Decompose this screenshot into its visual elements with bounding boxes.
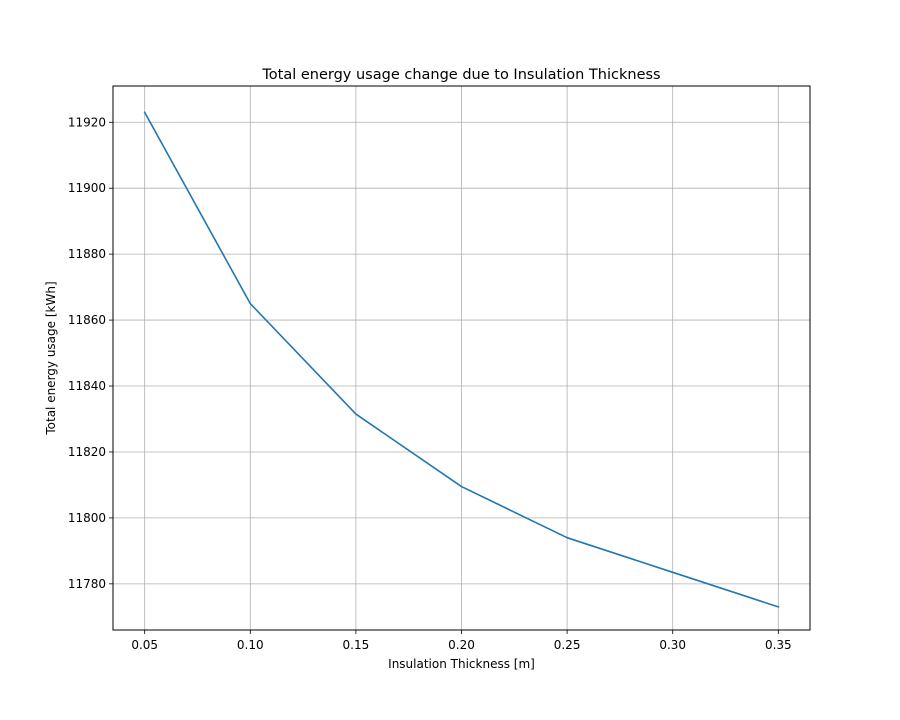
y-tick-label: 11900 [68, 181, 106, 195]
y-axis-ticks: 11780 11800 11820 11840 11860 11880 11900 11920 [68, 115, 113, 591]
x-tick-label: 0.20 [448, 638, 475, 652]
y-tick-label: 11800 [68, 511, 106, 525]
x-tick-label: 0.10 [237, 638, 264, 652]
y-tick-label: 11780 [68, 577, 106, 591]
chart-title: Total energy usage change due to Insulat… [261, 67, 660, 83]
series-layer [143, 111, 780, 608]
y-tick-label: 11880 [68, 247, 106, 261]
y-tick-label: 11840 [68, 379, 106, 393]
x-axis-label: Insulation Thickness [m] [388, 657, 535, 671]
x-tick-label: 0.30 [659, 638, 686, 652]
y-tick-label: 11820 [68, 445, 106, 459]
x-tick-label: 0.15 [343, 638, 370, 652]
x-axis-ticks: 0.05 0.10 0.15 0.20 0.25 0.30 0.35 [131, 630, 792, 652]
y-tick-label: 11920 [68, 115, 106, 129]
grid-lines [113, 86, 810, 630]
y-axis-label: Total energy usage [kWh] [44, 281, 58, 435]
x-tick-label: 0.35 [765, 638, 792, 652]
y-tick-label: 11860 [68, 313, 106, 327]
x-tick-label: 0.25 [554, 638, 581, 652]
x-tick-label: 0.05 [131, 638, 158, 652]
